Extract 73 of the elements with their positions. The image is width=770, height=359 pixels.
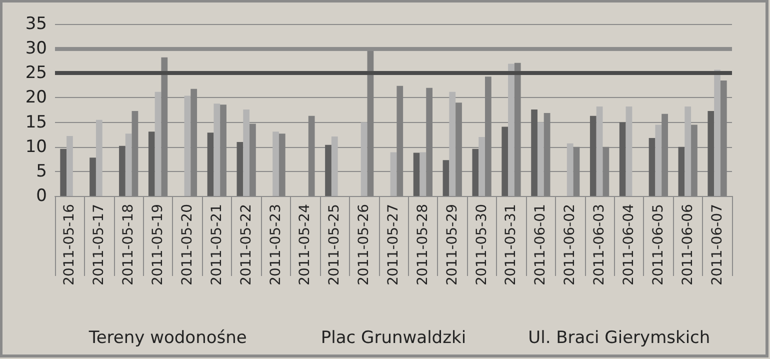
x-tick-label: 2011-05-19 xyxy=(150,204,166,286)
y-tick-label: 10 xyxy=(25,136,47,157)
y-tick-label: 0 xyxy=(36,186,47,206)
bar xyxy=(714,70,720,196)
x-tick-label: 2011-05-29 xyxy=(444,204,460,286)
bar xyxy=(413,152,420,196)
bar xyxy=(537,122,544,196)
bar xyxy=(678,146,685,196)
bar xyxy=(596,106,603,196)
x-tick-label: 2011-05-20 xyxy=(179,204,196,286)
bar xyxy=(502,126,508,196)
x-tick-label: 2011-06-06 xyxy=(680,204,696,286)
bar xyxy=(655,124,662,196)
x-tick-label: 2011-06-01 xyxy=(532,204,549,286)
y-tick-label: 25 xyxy=(25,63,47,84)
bar xyxy=(619,122,626,196)
x-tick-label: 2011-06-03 xyxy=(592,204,608,286)
bar xyxy=(508,64,514,196)
x-tick-label: 2011-05-24 xyxy=(297,204,314,286)
y-tick-label: 15 xyxy=(25,112,47,132)
x-tick-label: 2011-05-25 xyxy=(326,204,343,286)
bar xyxy=(442,160,450,196)
bar xyxy=(119,146,126,196)
x-tick-label: 2011-06-07 xyxy=(709,204,726,286)
bar xyxy=(626,106,632,196)
bar xyxy=(207,132,214,196)
bar xyxy=(154,92,162,196)
x-tick-label: 2011-05-27 xyxy=(386,204,402,286)
bar xyxy=(66,136,73,196)
text: Ul. Braci Gierymskich xyxy=(528,328,710,348)
bar xyxy=(390,152,397,196)
x-tick-label: 2011-05-18 xyxy=(120,204,137,286)
text: Plac Grunwaldzki xyxy=(320,328,466,348)
bar xyxy=(590,116,596,196)
bar xyxy=(243,110,250,196)
bar xyxy=(360,122,368,196)
x-tick-label: 2011-05-31 xyxy=(503,204,520,286)
x-tick-label: 2011-05-26 xyxy=(356,204,372,286)
y-tick-label: 35 xyxy=(25,14,47,34)
bar xyxy=(531,110,538,196)
x-tick-label: 2011-06-05 xyxy=(650,204,666,286)
bar xyxy=(272,132,279,196)
x-tick-label: 2011-05-30 xyxy=(474,204,490,286)
y-tick-label: 30 xyxy=(25,38,47,59)
bar xyxy=(472,148,479,196)
bar xyxy=(236,142,244,196)
bar xyxy=(331,136,338,196)
x-tick-label: 2011-05-23 xyxy=(268,204,284,286)
y-tick-label: 20 xyxy=(25,88,47,108)
bar xyxy=(90,158,96,196)
bar xyxy=(214,104,220,196)
bar xyxy=(684,106,692,196)
bar xyxy=(648,138,656,196)
x-tick-label: 2011-05-16 xyxy=(62,204,78,286)
bar xyxy=(60,148,67,196)
x-tick-label: 2011-05-22 xyxy=(238,204,254,286)
bar xyxy=(478,137,485,196)
text: Tereny wodonośne xyxy=(88,328,247,348)
bar xyxy=(420,152,426,196)
bar xyxy=(566,143,574,196)
x-tick-label: 2011-06-04 xyxy=(620,204,637,286)
bar xyxy=(125,134,132,196)
bar xyxy=(708,110,714,196)
bar xyxy=(148,132,155,196)
bar xyxy=(96,120,102,196)
x-tick-label: 2011-05-28 xyxy=(414,204,431,286)
x-tick-label: 2011-05-17 xyxy=(91,204,108,286)
bar xyxy=(325,144,332,196)
x-tick-label: 2011-06-02 xyxy=(562,204,578,286)
bar xyxy=(449,92,456,196)
y-tick-label: 5 xyxy=(36,161,47,182)
bar xyxy=(184,96,191,196)
x-tick-label: 2011-05-21 xyxy=(208,204,225,286)
